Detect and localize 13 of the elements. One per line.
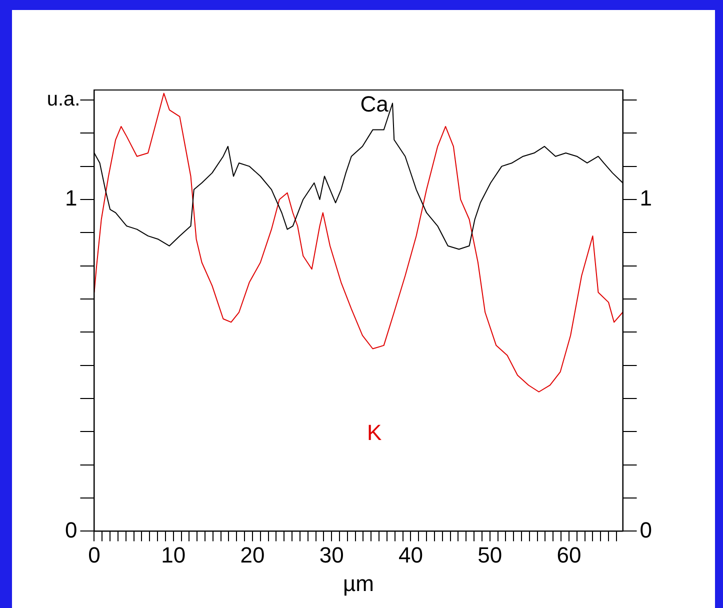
x-tick-label: 50 xyxy=(478,542,502,568)
x-axis-title: µm xyxy=(342,570,374,596)
x-tick-label: 10 xyxy=(161,542,186,568)
x-tick-label: 30 xyxy=(319,542,344,568)
x-tick-label: 40 xyxy=(398,542,423,568)
x-tick-label: 0 xyxy=(88,542,100,568)
x-tick-label: 60 xyxy=(556,542,582,568)
text: K xyxy=(367,420,382,446)
x-tick-label: 20 xyxy=(240,542,265,568)
series-label: Ca xyxy=(360,92,390,117)
y2-tick-label: 1 xyxy=(640,186,652,211)
y-axis-title: u.a. xyxy=(46,88,80,110)
y2-tick-label: 0 xyxy=(640,517,652,542)
